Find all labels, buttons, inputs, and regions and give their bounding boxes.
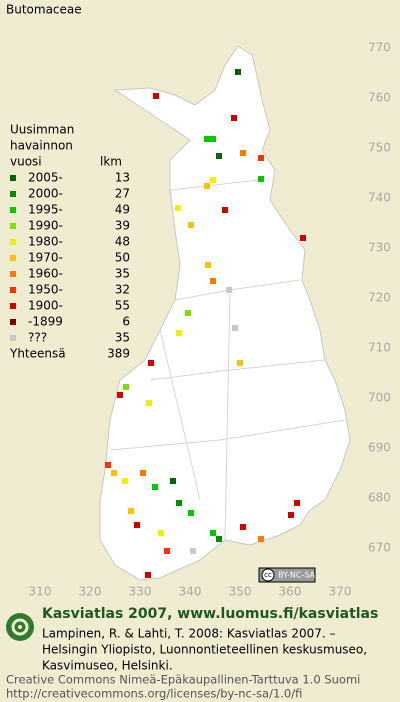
legend-label: -1899	[28, 315, 63, 329]
legend-swatch	[10, 223, 16, 229]
legend-count: 27	[115, 187, 130, 201]
badge-text: BY-NC-SA	[278, 571, 316, 580]
legend-swatch	[10, 303, 16, 309]
x-grid-label: 330	[129, 585, 152, 599]
y-grid-label: 700	[368, 391, 391, 405]
logo	[6, 613, 34, 641]
y-grid-label: 710	[368, 341, 391, 355]
x-grid-label: 340	[179, 585, 202, 599]
legend-swatch	[10, 191, 16, 197]
legend-count: 50	[115, 251, 130, 265]
cc-badge: cc BY-NC-SA	[258, 567, 316, 583]
legend-label: 1950-	[28, 283, 63, 297]
legend-label: 1900-	[28, 299, 63, 313]
legend-count: 49	[115, 203, 130, 217]
citation-line: Kasvimuseo, Helsinki.	[42, 659, 173, 673]
legend: Uusimman havainnon vuosi lkm 2005- 13 2000- 27 1…	[9, 123, 130, 361]
legend-swatch	[10, 207, 16, 213]
x-grid-label: 350	[229, 585, 252, 599]
y-grid-label: 760	[368, 91, 391, 105]
y-grid-label: 730	[368, 241, 391, 255]
site-link: Kasviatlas 2007, www.luomus.fi/kasviatla…	[42, 606, 378, 622]
legend-count: 13	[115, 171, 130, 185]
legend-count: 35	[115, 267, 130, 281]
legend-count: 55	[115, 299, 130, 313]
legend-swatch	[10, 287, 16, 293]
license-line: Creative Commons Nimeä-Epäkaupallinen-Ta…	[6, 673, 360, 687]
observation-squares	[105, 69, 306, 578]
legend-count: 6	[122, 315, 130, 329]
legend-label: 2000-	[28, 187, 63, 201]
x-grid-label: 360	[279, 585, 302, 599]
x-grid-label: 310	[29, 585, 52, 599]
grid-labels: 770 760 750 740 730 720 710 700 690 680 670 310 320 3…	[29, 41, 391, 599]
legend-swatch	[10, 319, 16, 325]
citation-line: Helsingin Yliopisto, Luonnontieteellinen…	[42, 643, 367, 657]
legend-label: 2005-	[28, 171, 63, 185]
legend-heading: havainnon	[10, 139, 73, 153]
y-grid-label: 690	[368, 441, 391, 455]
title: Butomaceae	[6, 3, 82, 17]
legend-swatch	[10, 271, 16, 277]
x-grid-label: 370	[329, 585, 352, 599]
y-grid-label: 750	[368, 141, 391, 155]
legend-label: 1990-	[28, 219, 63, 233]
legend-heading: Uusimman	[10, 123, 74, 137]
finland-map	[99, 45, 351, 581]
legend-count: 35	[115, 331, 130, 345]
legend-heading: vuosi	[10, 155, 42, 169]
legend-total: 389	[107, 347, 130, 361]
legend-swatch	[10, 255, 16, 261]
y-grid-label: 740	[368, 191, 391, 205]
citation-line: Lampinen, R. & Lahti, T. 2008: Kasviatla…	[42, 627, 336, 641]
y-grid-label: 770	[368, 41, 391, 55]
legend-swatch	[10, 175, 16, 181]
legend-total-label: Yhteensä	[9, 347, 66, 361]
legend-swatch	[10, 335, 16, 341]
legend-label: 1995-	[28, 203, 63, 217]
x-grid-label: 320	[79, 585, 102, 599]
svg-text:cc: cc	[264, 571, 272, 579]
legend-label: 1980-	[28, 235, 63, 249]
license-line: http://creativecommons.org/licenses/by-n…	[6, 687, 302, 701]
y-grid-label: 670	[368, 541, 391, 555]
legend-count: 39	[115, 219, 130, 233]
legend-label: ???	[28, 331, 47, 345]
legend-count: 32	[115, 283, 130, 297]
y-grid-label: 720	[368, 291, 391, 305]
legend-count-heading: lkm	[100, 155, 122, 169]
legend-label: 1970-	[28, 251, 63, 265]
legend-count: 48	[115, 235, 130, 249]
legend-swatch	[10, 239, 16, 245]
legend-label: 1960-	[28, 267, 63, 281]
y-grid-label: 680	[368, 491, 391, 505]
